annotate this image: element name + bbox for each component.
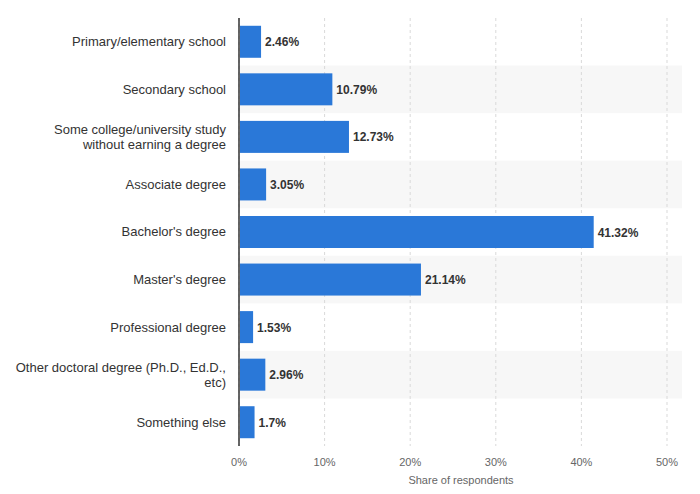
category-text: Other doctoral degree (Ph.D., Ed.D., etc… — [14, 360, 226, 390]
row-band — [239, 256, 682, 304]
bar — [240, 168, 266, 200]
grid-line — [667, 18, 668, 446]
chart: 0% 10% 20% 30% 40% 50% 2.46% 10.79% 12.73% 3.05% 4… — [0, 0, 700, 494]
data-label: 2.46% — [265, 35, 299, 49]
data-label: 21.14% — [425, 273, 466, 287]
data-label: 41.32% — [598, 226, 639, 240]
category-label: Bachelor's degree — [14, 208, 226, 256]
row-band — [239, 351, 682, 399]
page: {"chart_data": {"type": "bar", "orientat… — [0, 0, 700, 494]
category-label: Something else — [14, 398, 226, 446]
tick-label: 40% — [570, 456, 592, 468]
data-label: 2.96% — [269, 368, 303, 382]
bar — [240, 26, 261, 58]
axis-line — [238, 18, 240, 446]
data-label: 1.53% — [257, 321, 291, 335]
bars — [240, 26, 594, 438]
bar — [240, 359, 265, 391]
bar — [240, 406, 255, 438]
category-text: Secondary school — [123, 82, 226, 97]
category-label: Professional degree — [14, 303, 226, 351]
tick-label: 20% — [399, 456, 421, 468]
data-label: 12.73% — [353, 130, 394, 144]
category-label: Other doctoral degree (Ph.D., Ed.D., etc… — [14, 351, 226, 399]
data-label: 1.7% — [259, 416, 287, 430]
tick-label: 30% — [485, 456, 507, 468]
category-text: Associate degree — [126, 177, 226, 192]
category-label: Master's degree — [14, 256, 226, 304]
category-text: Something else — [136, 415, 226, 430]
category-text: Bachelor's degree — [122, 224, 226, 239]
category-label: Some college/university study without ea… — [14, 113, 226, 161]
bar — [240, 121, 349, 153]
data-label: 3.05% — [270, 178, 304, 192]
tick-label: 0% — [231, 456, 247, 468]
bar — [240, 73, 332, 105]
row-band — [239, 66, 682, 114]
grid-line — [239, 18, 240, 446]
tick-label: 50% — [656, 456, 678, 468]
category-label: Associate degree — [14, 161, 226, 209]
category-label: Primary/elementary school — [14, 18, 226, 66]
bar — [240, 264, 421, 296]
category-text: Primary/elementary school — [72, 34, 226, 49]
tick-label: 10% — [314, 456, 336, 468]
bar — [240, 311, 253, 343]
data-label: 10.79% — [336, 83, 377, 97]
category-text: Some college/university study without ea… — [14, 122, 226, 152]
category-label: Secondary school — [14, 66, 226, 114]
category-text: Master's degree — [133, 272, 226, 287]
axis-title: Share of respondents — [408, 474, 514, 486]
row-band — [239, 161, 682, 209]
category-text: Professional degree — [110, 320, 226, 335]
bar — [240, 216, 594, 248]
